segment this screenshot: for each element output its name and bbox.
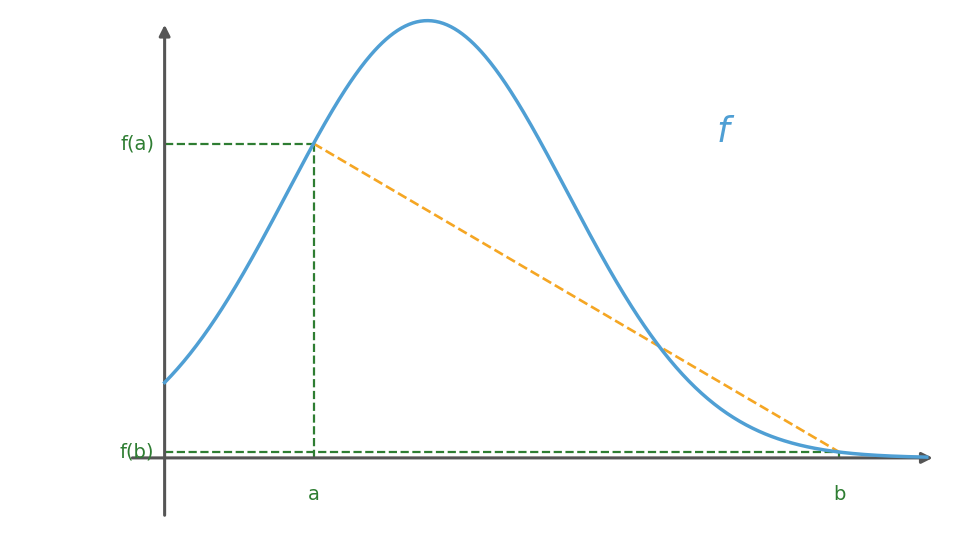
Text: a: a xyxy=(307,485,320,504)
Text: b: b xyxy=(833,485,846,504)
Text: f(a): f(a) xyxy=(120,134,155,153)
Text: f: f xyxy=(716,115,730,149)
Text: f(b): f(b) xyxy=(120,443,155,462)
